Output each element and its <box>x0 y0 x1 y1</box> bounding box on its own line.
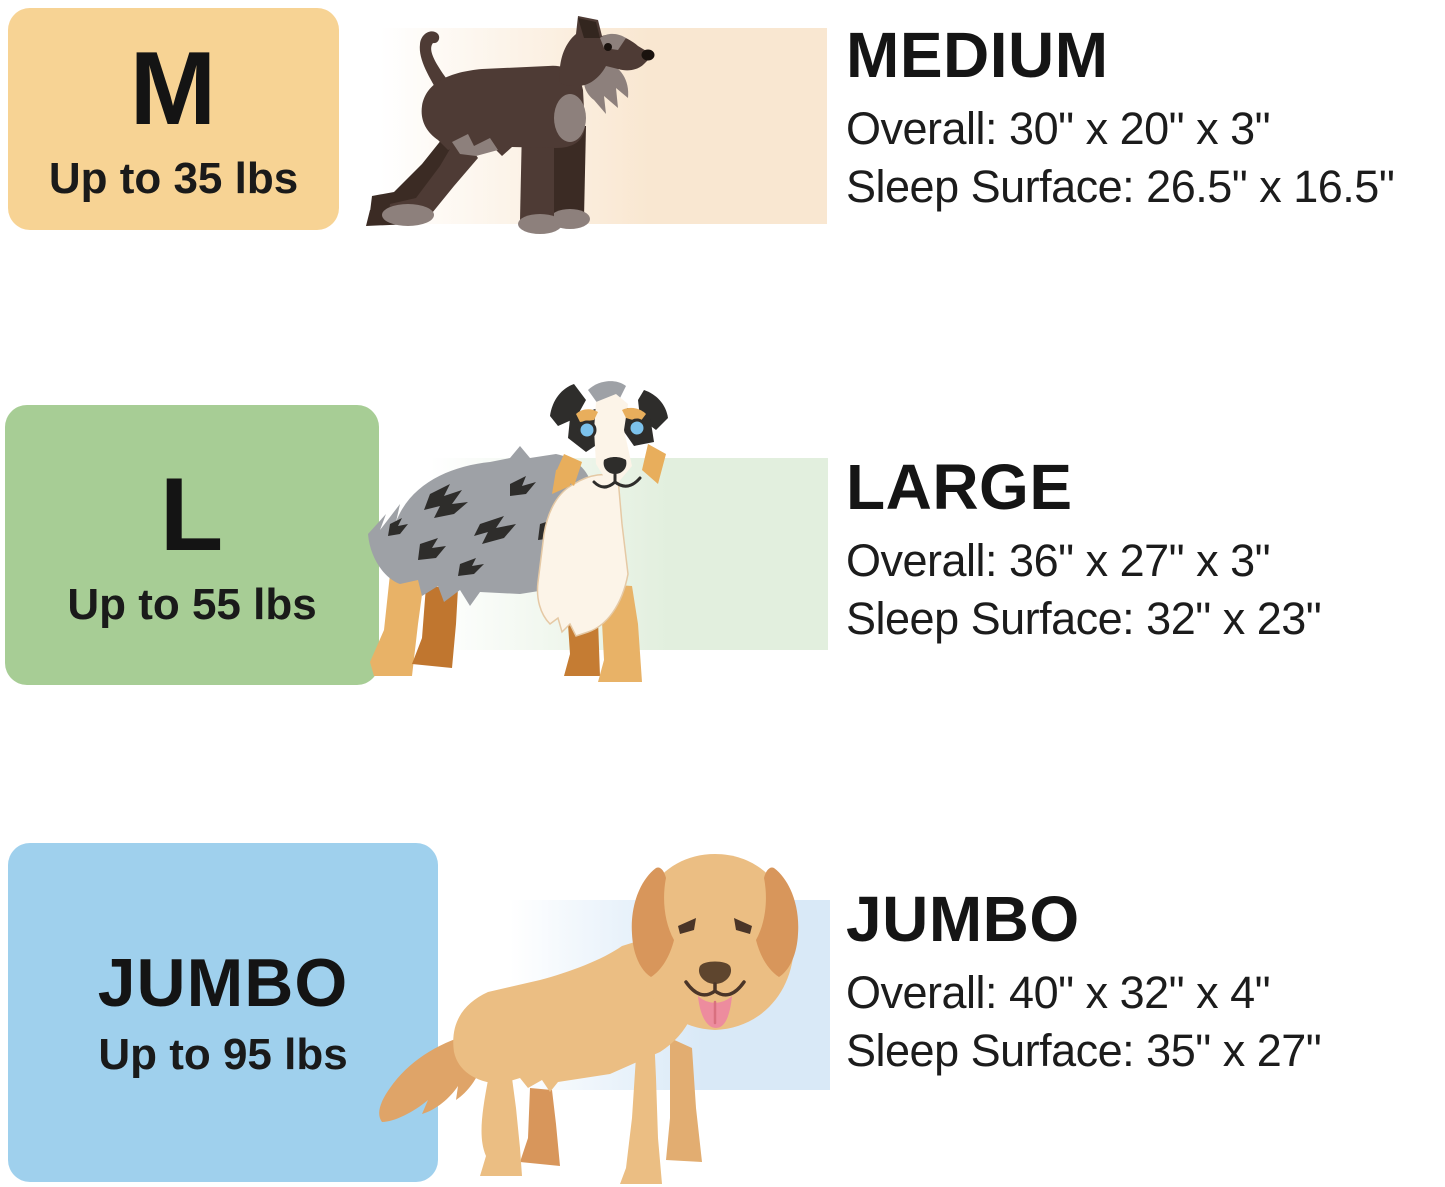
australian-shepherd-dog-illustration <box>368 381 668 682</box>
size-badge-jumbo: JUMBO Up to 95 lbs <box>8 843 438 1182</box>
overall-dimensions: Overall: 40" x 32" x 4" <box>846 967 1271 1018</box>
size-title: JUMBO <box>846 883 1080 955</box>
size-title: MEDIUM <box>846 19 1109 91</box>
size-badge-weight-limit: Up to 95 lbs <box>98 1029 348 1079</box>
size-badge-large: L Up to 55 lbs <box>5 405 379 685</box>
size-badge-medium: M Up to 35 lbs <box>8 8 339 230</box>
overall-dimensions: Overall: 30" x 20" x 3" <box>846 103 1271 154</box>
overall-dimensions: Overall: 36" x 27" x 3" <box>846 535 1271 586</box>
miniature-schnauzer-dog-illustration <box>366 16 655 234</box>
size-badge-letter: JUMBO <box>97 944 349 1021</box>
size-badge-letter: M <box>129 31 218 147</box>
sleep-surface-dimensions: Sleep Surface: 35" x 27" <box>846 1025 1322 1076</box>
size-info-large: LARGE Overall: 36" x 27" x 3" Sleep Surf… <box>846 450 1445 648</box>
size-badge-weight-limit: Up to 35 lbs <box>48 154 299 203</box>
size-title: LARGE <box>846 451 1073 523</box>
size-info-jumbo: JUMBO Overall: 40" x 32" x 4" Sleep Surf… <box>846 882 1445 1080</box>
sleep-surface-dimensions: Sleep Surface: 26.5" x 16.5" <box>846 161 1395 212</box>
size-info-medium: MEDIUM Overall: 30" x 20" x 3" Sleep Sur… <box>846 18 1445 216</box>
golden-retriever-dog-illustration <box>379 854 799 1184</box>
size-badge-weight-limit: Up to 55 lbs <box>67 580 317 629</box>
sleep-surface-dimensions: Sleep Surface: 32" x 23" <box>846 593 1322 644</box>
size-badge-letter: L <box>159 457 225 573</box>
